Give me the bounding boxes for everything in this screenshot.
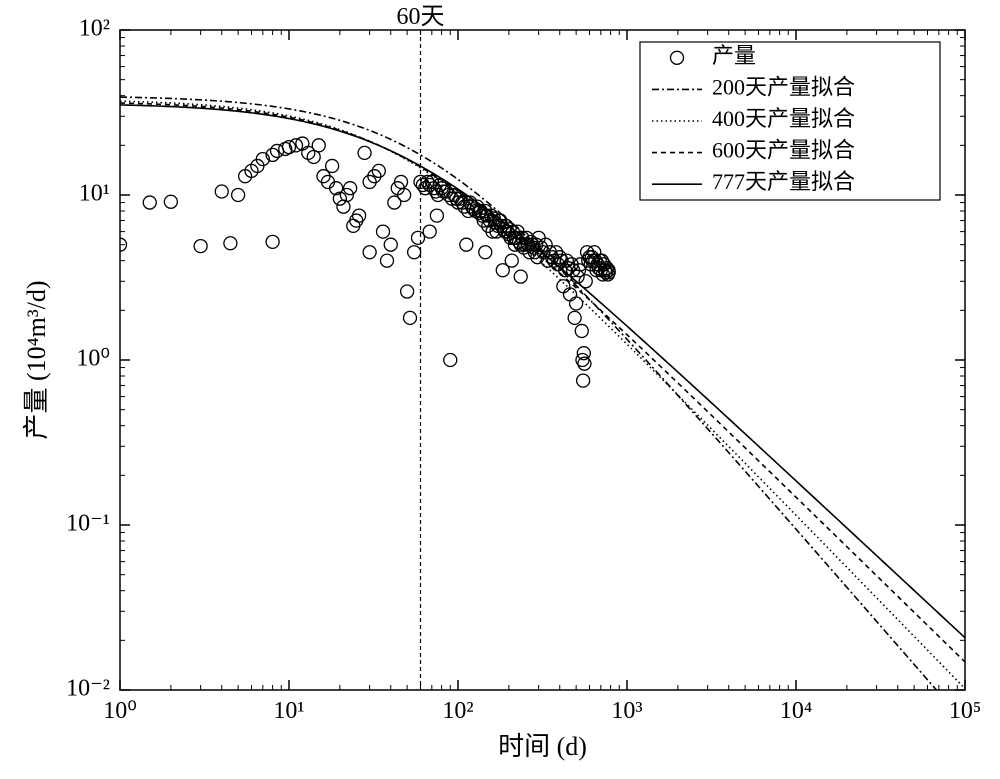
legend-label: 产量: [712, 43, 756, 68]
x-axis-label: 时间 (d): [498, 732, 587, 761]
data-point: [570, 297, 583, 310]
legend-label: 400天产量拟合: [712, 106, 855, 131]
legend-label: 600天产量拟合: [712, 138, 855, 163]
annotation-label: 60天: [397, 4, 445, 30]
data-point: [224, 237, 237, 250]
y-axis-label: 产量 (10⁴m³/d): [22, 280, 51, 439]
data-point: [143, 196, 156, 209]
x-tick-label: 10²: [442, 698, 473, 724]
data-point: [401, 285, 414, 298]
y-tick-label: 10⁻¹: [66, 511, 110, 537]
data-point: [377, 225, 390, 238]
data-point: [404, 311, 417, 324]
data-point: [363, 175, 376, 188]
data-point: [232, 189, 245, 202]
data-point: [384, 238, 397, 251]
data-point: [430, 209, 443, 222]
data-point: [337, 200, 350, 213]
data-point: [575, 324, 588, 337]
data-point: [266, 235, 279, 248]
chart-container: 10⁰ 10¹ 10² 10³ 10⁴ 10⁵ 10⁻² 10⁻¹ 10⁰ 10¹ 10² 时间 (d…: [0, 0, 1000, 779]
data-point: [568, 311, 581, 324]
data-point: [577, 374, 590, 387]
y-tick-label: 10¹: [79, 181, 110, 207]
data-point: [194, 240, 207, 253]
data-point: [164, 195, 177, 208]
data-point: [326, 159, 339, 172]
x-tick-label: 10³: [611, 698, 642, 724]
y-tick-label: 10⁻²: [66, 676, 110, 702]
data-point: [479, 246, 492, 259]
x-tick-label: 10¹: [273, 698, 304, 724]
data-point: [460, 238, 473, 251]
data-point: [363, 246, 376, 259]
data-point: [505, 254, 518, 267]
data-point: [215, 185, 228, 198]
data-point: [353, 209, 366, 222]
y-tick-label: 10⁰: [76, 346, 110, 372]
data-point: [408, 246, 421, 259]
data-point: [423, 225, 436, 238]
data-point: [321, 175, 334, 188]
data-point: [444, 354, 457, 367]
data-point: [312, 139, 325, 152]
data-point: [514, 270, 527, 283]
x-tick-label: 10⁰: [103, 698, 137, 724]
data-point: [358, 146, 371, 159]
legend-label: 777天产量拟合: [712, 169, 855, 194]
y-tick-label: 10²: [79, 16, 110, 42]
legend-label: 200天产量拟合: [712, 74, 855, 99]
x-tick-label: 10⁴: [780, 698, 812, 724]
data-point: [380, 254, 393, 267]
data-point: [412, 231, 425, 244]
x-tick-label: 10⁵: [949, 698, 981, 724]
data-point: [557, 280, 570, 293]
chart-svg: 10⁰ 10¹ 10² 10³ 10⁴ 10⁵ 10⁻² 10⁻¹ 10⁰ 10¹ 10² 时间 (d…: [0, 0, 1000, 779]
